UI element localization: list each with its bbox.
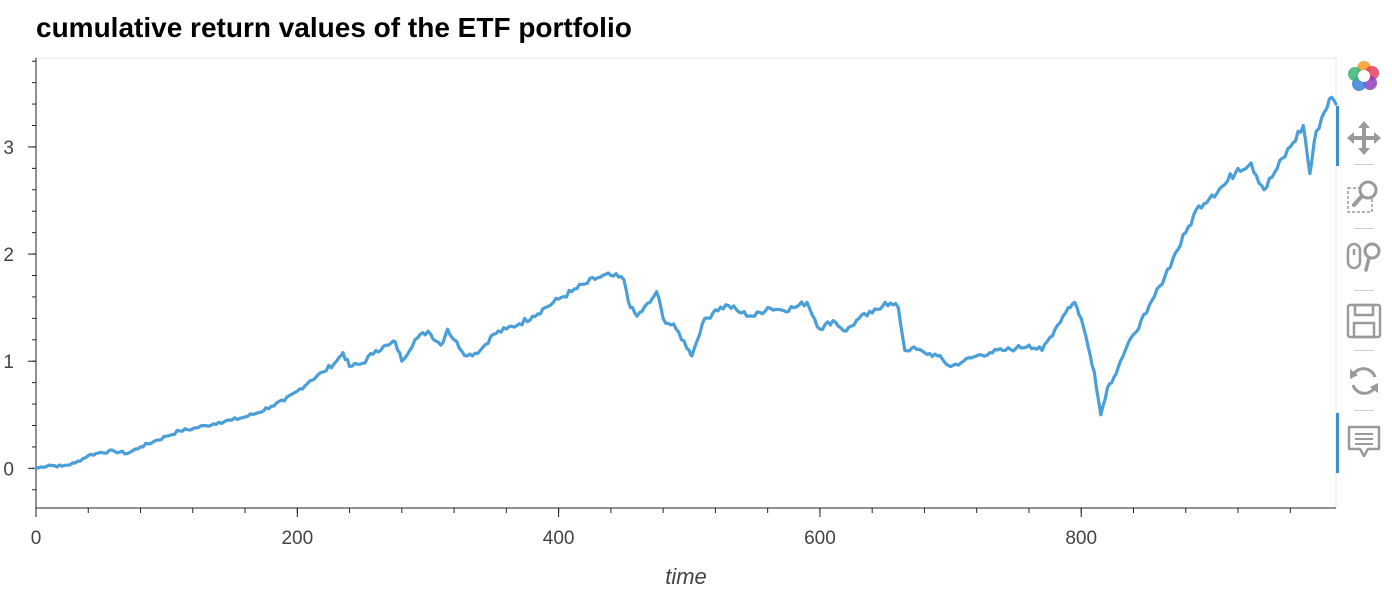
x-tick-label: 200 [281, 528, 313, 549]
chart-title: cumulative return values of the ETF port… [36, 12, 632, 43]
hover-icon[interactable] [1346, 424, 1382, 460]
x-tick-label: 800 [1065, 528, 1097, 549]
x-tick-label: 0 [31, 528, 42, 549]
toolbar [1336, 58, 1392, 478]
x-tick-label: 600 [804, 528, 836, 549]
wheel-zoom-icon[interactable] [1346, 240, 1382, 276]
pan-icon[interactable] [1346, 120, 1382, 156]
box-zoom-icon[interactable] [1346, 178, 1382, 214]
active-tool-indicator [1336, 106, 1339, 166]
reset-icon[interactable] [1346, 363, 1382, 399]
x-tick-label: 400 [543, 528, 575, 549]
y-tick-label: 0 [3, 459, 14, 480]
y-axis: 0 1 2 3 [3, 58, 37, 508]
x-axis: 0 200 400 600 800 [31, 507, 1336, 549]
series-line [34, 95, 1338, 470]
plot-frame [35, 57, 1337, 509]
x-axis-label: time [665, 564, 707, 589]
y-tick-label: 3 [3, 138, 14, 159]
save-icon[interactable] [1346, 303, 1382, 339]
y-tick-label: 1 [3, 352, 14, 373]
y-tick-label: 2 [3, 245, 14, 266]
active-tool-indicator [1336, 413, 1339, 473]
bokeh-logo-icon[interactable] [1346, 58, 1382, 94]
